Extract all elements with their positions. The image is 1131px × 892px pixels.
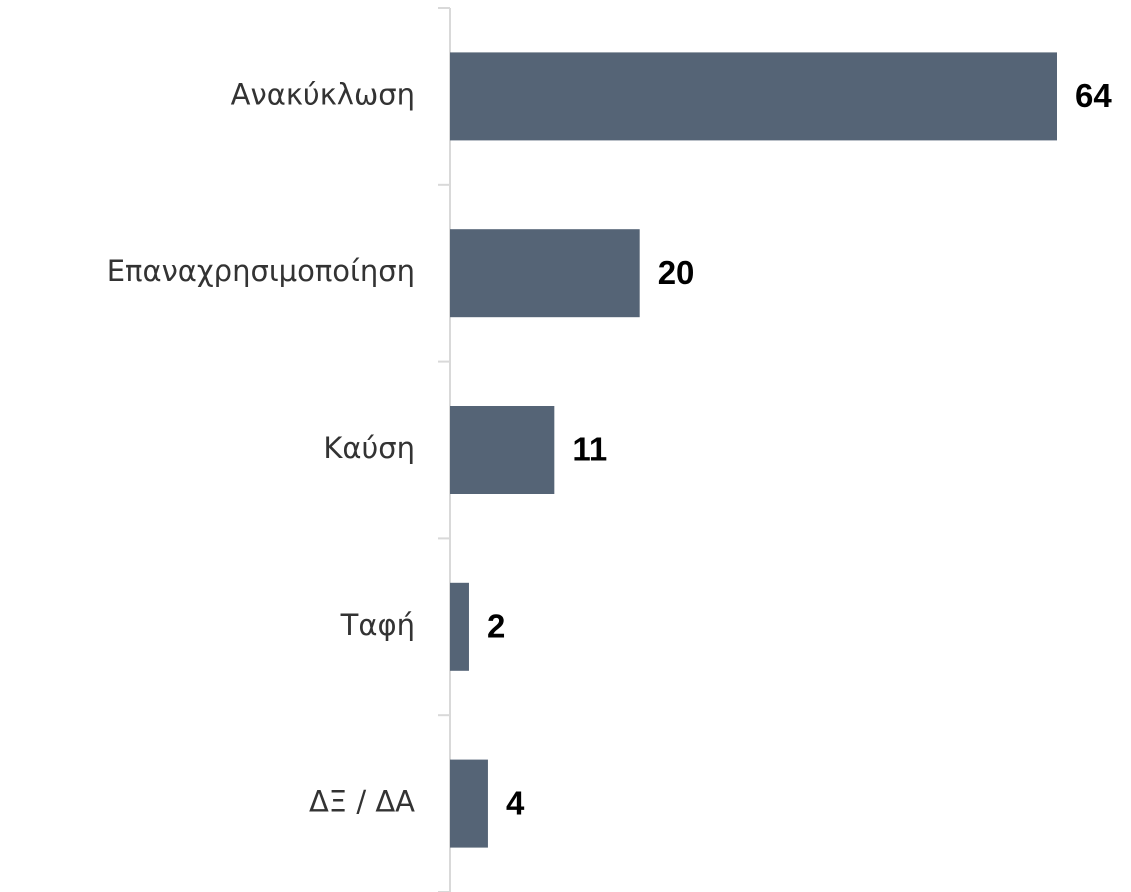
category-label: Ανακύκλωση bbox=[231, 77, 415, 111]
bar bbox=[450, 759, 488, 848]
category-label: Ταφή bbox=[340, 608, 415, 642]
category-label: Επαναχρησιμοποίηση bbox=[107, 254, 415, 288]
bar bbox=[450, 229, 640, 318]
category-label: ΔΞ / ΔΑ bbox=[309, 785, 415, 819]
value-label: 64 bbox=[1075, 77, 1112, 114]
value-label: 4 bbox=[506, 784, 525, 821]
value-label: 20 bbox=[658, 254, 695, 291]
value-label: 11 bbox=[572, 431, 607, 468]
bar bbox=[450, 52, 1057, 141]
value-label: 2 bbox=[487, 608, 505, 645]
category-label: Καύση bbox=[323, 431, 415, 465]
bar bbox=[450, 406, 555, 494]
bar bbox=[450, 582, 469, 671]
